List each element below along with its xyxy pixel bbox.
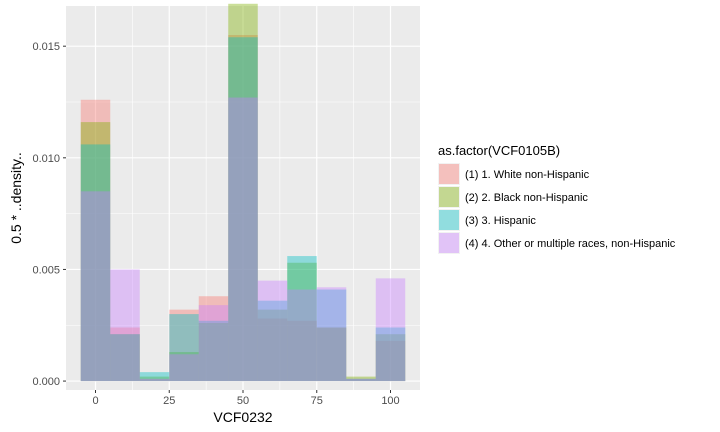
x-axis-title: VCF0232 [213,409,272,425]
histogram-bar [80,191,111,382]
histogram-bar [257,318,288,382]
histogram-bar [375,334,406,382]
histogram-bar [346,378,376,382]
histogram-bar [169,352,199,382]
histogram-bar [80,144,111,382]
histogram-bar [169,314,199,382]
x-tick-label: 25 [163,395,175,407]
legend-swatch [439,187,459,207]
y-tick-label: 0.010 [32,153,60,165]
histogram-bar [346,378,376,382]
histogram-bar [110,269,140,382]
x-tick-label: 0 [92,395,98,407]
histogram-bar [375,278,406,382]
histogram-bar [228,97,258,382]
x-axis: 0 25 50 75 100 [92,390,400,407]
histogram-bar [139,378,170,382]
legend-swatch [439,164,459,184]
histogram-bar [346,376,376,382]
grid-lines [66,6,420,390]
histogram-bar [169,354,199,382]
histogram-bar [375,327,406,382]
histogram-bar [228,37,258,382]
legend-key-background [438,232,460,254]
x-tick-label: 100 [381,395,399,407]
histogram-bar [198,323,229,382]
y-tick-label: 0.000 [32,376,60,388]
histogram-bar [80,99,111,382]
legend-label: (1) 1. White non-Hispanic [465,169,590,181]
histogram-bar [257,300,288,382]
legend-swatch [439,210,459,230]
histogram-bar [110,334,140,382]
series-2-bars [80,3,406,382]
histogram-bar [139,378,170,382]
legend-key-background [438,186,460,208]
histogram-bar [287,262,317,382]
legend-items: (1) 1. White non-Hispanic (2) 2. Black no… [438,163,676,254]
series-3-bars [80,37,406,382]
histogram-bar [169,309,199,382]
histogram-bar [139,372,170,382]
legend-label: (2) 2. Black non-Hispanic [465,192,588,204]
histogram-bar [198,296,229,382]
legend-swatch [439,233,459,253]
histogram-bar [287,256,317,382]
legend-item: (2) 2. Black non-Hispanic [438,186,588,208]
histogram-bar [110,334,140,382]
bar-layer [80,3,406,382]
series-4-bars [80,97,406,382]
histogram-bar [228,3,258,382]
histogram-bar [287,289,317,382]
series-1-bars [80,35,406,382]
histogram-bar [257,280,288,382]
legend-key-background [438,163,460,185]
histogram-bar [198,320,229,382]
histogram-bar [316,327,347,382]
histogram-bar [80,122,111,382]
legend-item: (3) 3. Hispanic [438,209,536,231]
histogram-bar [316,289,347,382]
y-axis-title: 0.5 * ..density.. [8,152,24,244]
y-tick-label: 0.015 [32,41,60,53]
legend-key-background [438,209,460,231]
histogram-bar [287,320,317,382]
histogram-bar [110,327,140,382]
x-tick-label: 50 [237,395,249,407]
histogram-bar [375,340,406,382]
legend-title: as.factor(VCF0105B) [438,143,560,158]
legend-label: (3) 3. Hispanic [465,215,536,227]
histogram-bar [228,35,258,382]
histogram-bar [316,287,347,382]
histogram-bar [198,305,229,382]
y-axis: 0.000 0.005 0.010 0.015 [32,41,66,388]
y-tick-label: 0.005 [32,264,60,276]
histogram-bar [257,309,288,382]
histogram-bar [346,378,376,382]
histogram-bar [139,376,170,382]
legend-item: (1) 1. White non-Hispanic [438,163,590,185]
legend: as.factor(VCF0105B) (1) 1. White non-His… [438,143,676,254]
x-tick-label: 75 [311,395,323,407]
legend-item: (4) 4. Other or multiple races, non-Hisp… [438,232,676,254]
histogram-bar [316,327,347,382]
legend-label: (4) 4. Other or multiple races, non-Hisp… [465,238,676,250]
